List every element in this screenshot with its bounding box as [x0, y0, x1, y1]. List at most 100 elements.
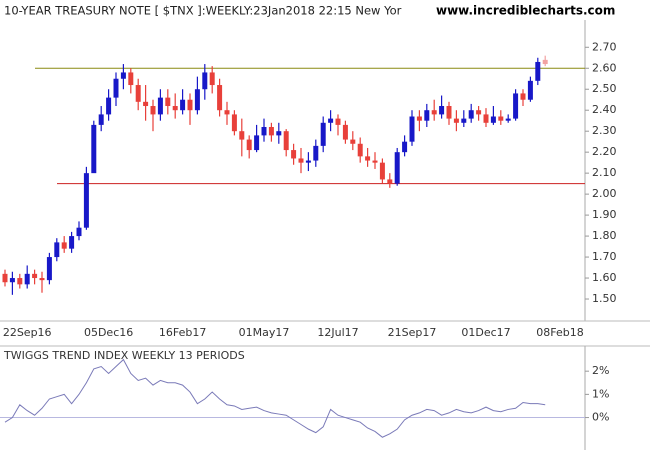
- y-tick-label: 2%: [592, 364, 609, 377]
- candle-body: [39, 278, 45, 281]
- candle-body: [498, 116, 504, 121]
- y-tick-label: 2.30: [592, 124, 617, 137]
- chart-title: 10-YEAR TREASURY NOTE [ $TNX ]:WEEKLY:23…: [4, 4, 402, 18]
- y-tick-label: 1.80: [592, 229, 617, 242]
- candle-body: [535, 61, 541, 81]
- y-tick-label: 1.60: [592, 271, 617, 284]
- candle-body: [172, 106, 178, 111]
- candle-body: [402, 141, 408, 153]
- candle-body: [328, 118, 334, 123]
- candle-body: [165, 97, 171, 107]
- candle-body: [350, 139, 356, 144]
- candle-body: [209, 72, 215, 86]
- candle-body: [335, 118, 341, 125]
- candle-body: [46, 257, 52, 281]
- candle-body: [194, 89, 200, 111]
- candle-body: [113, 78, 119, 98]
- x-tick-label: 01May17: [239, 326, 290, 339]
- y-tick-label: 2.40: [592, 103, 617, 116]
- candle-body: [476, 110, 482, 115]
- candle-body: [69, 236, 75, 249]
- candle-body: [298, 158, 304, 163]
- y-tick-label: 0%: [592, 411, 609, 424]
- candle-body: [128, 72, 134, 86]
- candle-body: [120, 72, 126, 79]
- x-tick-label: 08Feb18: [536, 326, 583, 339]
- candle-body: [387, 179, 393, 184]
- candle-body: [505, 118, 511, 121]
- candle-body: [17, 278, 23, 285]
- x-tick-label: 21Sep17: [388, 326, 437, 339]
- candle-body: [246, 139, 252, 151]
- candle-body: [394, 152, 400, 184]
- watermark-box: [434, 2, 640, 20]
- y-tick-label: 1%: [592, 387, 609, 400]
- candle-body: [24, 273, 30, 285]
- candle-body: [157, 97, 163, 115]
- candle-body: [468, 110, 474, 119]
- candle-body: [439, 106, 445, 115]
- x-tick-label: 22Sep16: [3, 326, 52, 339]
- candle-body: [424, 110, 430, 121]
- candle-body: [320, 122, 326, 146]
- indicator-title: TWIGGS TREND INDEX WEEKLY 13 PERIODS: [3, 349, 245, 362]
- candle-body: [187, 99, 193, 111]
- y-tick-label: 1.50: [592, 292, 617, 305]
- candle-body: [453, 118, 459, 123]
- candle-body: [106, 97, 112, 115]
- candle-body: [416, 116, 422, 121]
- y-tick-label: 2.20: [592, 145, 617, 158]
- watermark: www.incrediblecharts.com: [436, 4, 615, 18]
- x-tick-label: 01Dec17: [461, 326, 510, 339]
- candle-body: [83, 173, 89, 228]
- candle-body: [76, 227, 82, 237]
- x-tick-label: 05Dec16: [84, 326, 133, 339]
- candle-body: [217, 85, 223, 111]
- candle-body: [224, 110, 230, 115]
- x-tick-label: 16Feb17: [159, 326, 206, 339]
- candle-body: [61, 242, 67, 249]
- candle-body: [268, 126, 274, 136]
- indicator-line: [4, 358, 546, 438]
- candle-body: [513, 93, 519, 119]
- candle-body: [461, 118, 467, 123]
- candle-body: [239, 131, 245, 140]
- candle-body: [379, 162, 385, 180]
- candle-body: [313, 145, 319, 161]
- candle-body: [542, 59, 548, 65]
- y-tick-label: 2.60: [592, 61, 617, 74]
- candle-body: [409, 116, 415, 142]
- candle-body: [2, 273, 8, 283]
- candle-body: [490, 116, 496, 123]
- y-tick-label: 2.70: [592, 40, 617, 53]
- candle-body: [520, 93, 526, 100]
- candle-body: [527, 80, 533, 100]
- candle-body: [261, 126, 267, 136]
- candle-body: [91, 124, 97, 174]
- y-tick-label: 2.00: [592, 187, 617, 200]
- candle-body: [143, 101, 149, 107]
- candle-body: [372, 160, 378, 163]
- candle-body: [254, 135, 260, 151]
- candle-body: [446, 106, 452, 119]
- candle-body: [276, 131, 282, 136]
- candle-body: [365, 156, 371, 161]
- candle-body: [483, 114, 489, 123]
- candle-body: [357, 143, 363, 157]
- candle-body: [135, 85, 141, 102]
- candle-body: [283, 131, 289, 151]
- candle-body: [305, 160, 311, 163]
- y-tick-label: 1.70: [592, 250, 617, 263]
- x-tick-label: 12Jul17: [317, 326, 358, 339]
- candle-body: [431, 110, 437, 115]
- candle-body: [291, 150, 297, 159]
- candle-body: [231, 114, 237, 132]
- candle-body: [342, 124, 348, 140]
- y-tick-label: 2.50: [592, 82, 617, 95]
- candle-body: [54, 242, 60, 258]
- candle-body: [32, 273, 38, 279]
- candle-body: [150, 106, 156, 115]
- candle-body: [180, 99, 186, 111]
